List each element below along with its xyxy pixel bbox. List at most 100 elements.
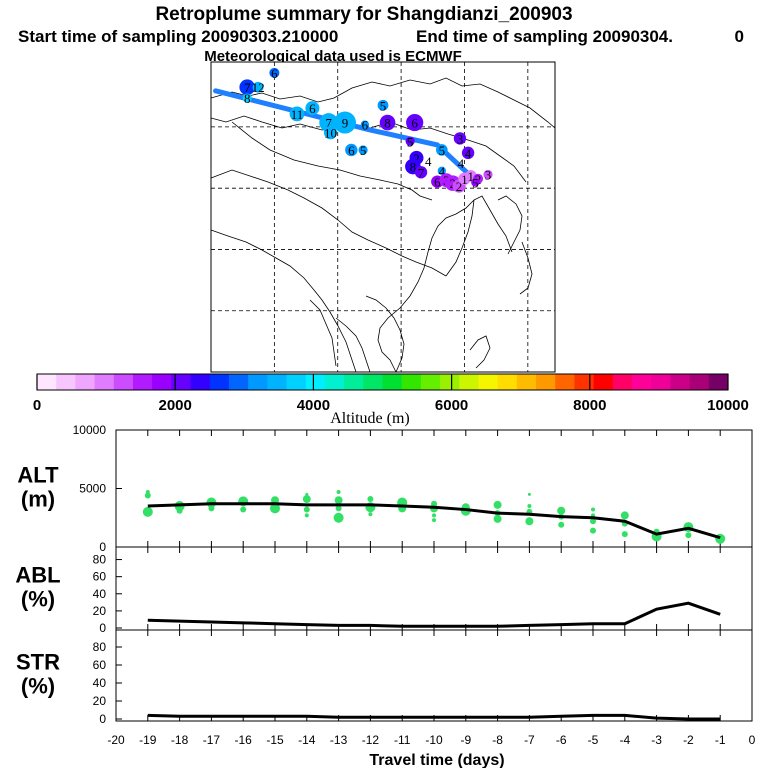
altitude-scatter-point (144, 492, 151, 499)
altitude-scatter-point (270, 503, 280, 514)
colorbar-tick-label: 4000 (297, 397, 330, 414)
plume-point-label: 6 (434, 175, 441, 190)
y-tick-label: 60 (93, 570, 107, 584)
colorbar-swatch (708, 374, 729, 390)
colorbar-swatch (305, 374, 326, 390)
altitude-scatter-point (367, 496, 374, 503)
colorbar-swatch (113, 374, 134, 390)
altitude-scatter-point (335, 505, 342, 512)
plume-float-label: 5 (407, 134, 414, 149)
colorbar-tick-label: 2000 (159, 397, 192, 414)
x-tick-label: -13 (330, 733, 348, 747)
x-tick-label: 0 (749, 733, 756, 747)
altitude-scatter-point (176, 507, 183, 514)
x-tick-label: -1 (715, 733, 726, 747)
altitude-scatter-point (302, 495, 311, 504)
y-tick-label: 20 (93, 694, 107, 708)
plume-point-label: 2 (449, 176, 456, 191)
figure-title: Retroplume summary for Shangdianzi_20090… (155, 4, 572, 25)
colorbar-swatch (440, 374, 460, 390)
altitude-colorbar: 0 2000 4000 6000 8000 10000 (33, 373, 749, 414)
x-tick-label: -7 (524, 733, 535, 747)
x-tick-label: -9 (460, 733, 471, 747)
colorbar-swatch (324, 374, 345, 390)
plume-point-label: 3 (457, 131, 464, 146)
plume-point (305, 101, 320, 116)
colorbar-swatch (56, 374, 76, 390)
plume-point-label: 7 (325, 116, 332, 131)
colorbar-swatch (536, 374, 556, 390)
plume-point-label: 12 (252, 80, 265, 95)
y-tick-label: 10000 (73, 423, 107, 437)
plume-point (358, 145, 368, 155)
altitude-scatter-point (240, 506, 247, 513)
altitude-scatter-point (685, 532, 692, 539)
colorbar-swatch (420, 374, 441, 390)
colorbar-swatch (478, 374, 499, 390)
y-tick-label: 0 (99, 712, 106, 726)
coastline-borders (210, 77, 556, 373)
panel-str: 0 20 40 60 80 STR(%) (16, 629, 753, 726)
plume-point (269, 67, 280, 78)
colorbar-swatch (593, 374, 614, 390)
altitude-scatter-point (590, 518, 596, 525)
y-tick-label: 80 (93, 553, 107, 567)
colorbar-swatch (459, 374, 479, 390)
panel-y-label: ABL (15, 563, 60, 588)
plume-point-label: 6 (271, 66, 278, 81)
colorbar-swatch (344, 374, 364, 390)
x-tick-label: -6 (556, 733, 567, 747)
plume-point-label: 6 (362, 118, 369, 133)
x-tick-label: -17 (203, 733, 221, 747)
x-tick-label: -11 (394, 733, 411, 747)
x-tick-label: -4 (619, 733, 630, 747)
colorbar-tick-label: 6000 (435, 397, 468, 414)
panel-y-label: (m) (21, 487, 55, 512)
plume-point-label: 8 (410, 160, 417, 175)
panel-y-label: (%) (21, 674, 55, 699)
plume-point (483, 169, 493, 180)
plume-point (414, 166, 428, 179)
series-line-str (147, 713, 721, 721)
end-time-label: End time of sampling 20090304. (416, 27, 673, 46)
x-tick-label: -15 (266, 733, 284, 747)
altitude-scatter-point (431, 500, 437, 507)
altitude-scatter-point (525, 517, 534, 526)
colorbar-swatch (190, 374, 211, 390)
plume-point-label: 5 (407, 134, 414, 149)
colorbar-swatch (497, 374, 518, 390)
altitude-scatter-point (621, 531, 628, 538)
plume-point (242, 93, 252, 103)
colorbar-tick-label: 8000 (573, 397, 606, 414)
colorbar-swatch (286, 374, 307, 390)
x-tick-label: -20 (107, 733, 125, 747)
plume-point-label: 5 (472, 175, 479, 190)
x-tick-label: -14 (298, 733, 316, 747)
time-series-panels: 0500010000ALT(m)020406080ABL(%)020406080… (15, 423, 755, 747)
plume-point (345, 143, 358, 157)
panel-abl: 0 20 40 60 80 ABL(%) (15, 546, 753, 635)
plume-point (436, 144, 448, 156)
plume-point-label: 1 (461, 172, 468, 187)
plume-point (379, 114, 396, 131)
colorbar-swatch (171, 374, 192, 390)
colorbar-swatch (152, 374, 172, 390)
plume-point-label: 1 (468, 169, 475, 184)
x-tick-label: -19 (139, 733, 157, 747)
start-time-label: Start time of sampling 20090303.210000 (18, 27, 338, 46)
plume-point-label: 5 (380, 98, 387, 113)
colorbar-swatch (209, 374, 230, 390)
plume-point (453, 132, 467, 145)
y-tick-label: 0 (99, 540, 106, 554)
end-time-value: 0 (735, 27, 744, 46)
plume-point (377, 99, 389, 111)
plume-point-label: 9 (342, 116, 349, 131)
altitude-scatter-point (557, 506, 566, 515)
colorbar-swatch (555, 374, 575, 390)
x-tick-label: -18 (171, 733, 189, 747)
colorbar-swatch (689, 374, 710, 390)
plume-point (406, 113, 424, 132)
plume-point-label: 11 (291, 107, 304, 122)
plume-point-label: 2 (413, 151, 420, 166)
panel-alt: 0 5000 10000 ALT(m) (17, 423, 753, 554)
